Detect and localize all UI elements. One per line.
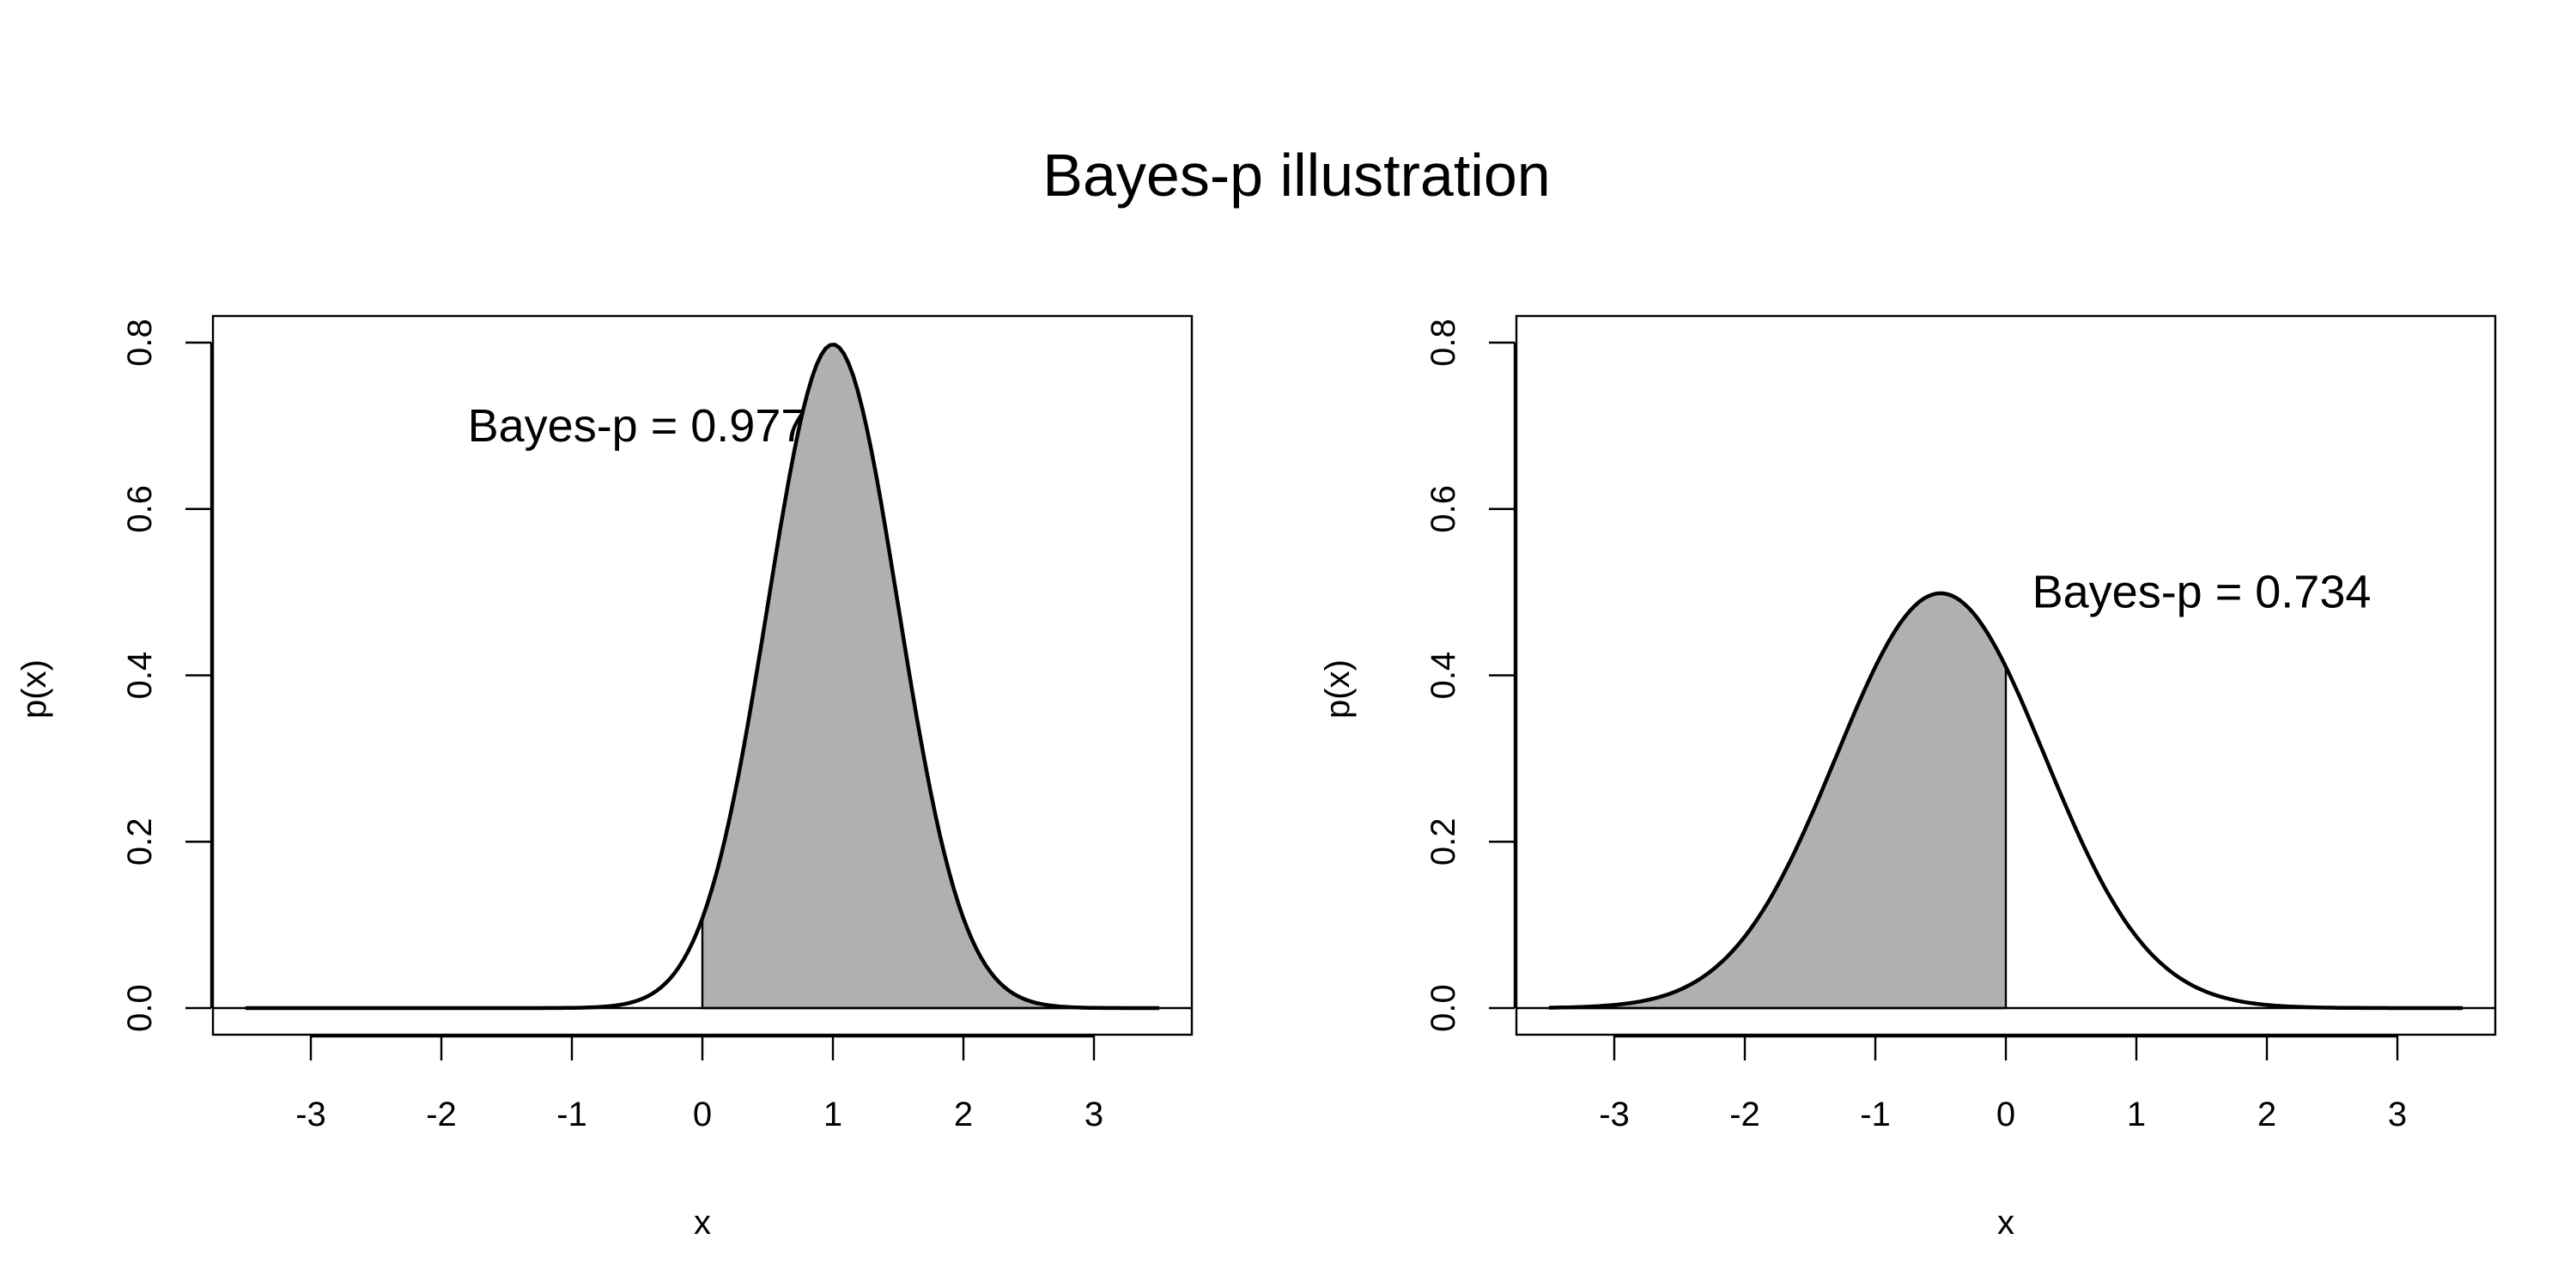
x-tick-label: 2 xyxy=(2257,1096,2276,1133)
x-tick-label: 2 xyxy=(954,1096,973,1133)
x-tick-label: -1 xyxy=(1860,1096,1891,1133)
y-tick-label: 0.6 xyxy=(1425,485,1462,533)
x-tick-label: -1 xyxy=(556,1096,587,1133)
x-tick-label: -2 xyxy=(426,1096,457,1133)
y-tick-label: 0.8 xyxy=(1425,319,1462,367)
y-tick-label: 0.2 xyxy=(1425,817,1462,866)
y-tick-label: 0.2 xyxy=(121,817,159,866)
figure-title: Bayes-p illustration xyxy=(1042,142,1550,209)
x-tick-label: -2 xyxy=(1729,1096,1760,1133)
x-tick-label: 3 xyxy=(2388,1096,2407,1133)
left-plot-panel: -3 -2 -1 0 1 2 3 x 0.0 0.2 0.4 0.6 0.8 p(x) Bayes-p = … xyxy=(15,314,1194,1242)
x-tick-label: 0 xyxy=(693,1096,712,1133)
y-tick-label: 0.4 xyxy=(1425,652,1462,700)
x-tick-label: 0 xyxy=(1996,1096,2015,1133)
y-tick-label: 0.0 xyxy=(1425,984,1462,1032)
y-tick-label: 0.4 xyxy=(121,652,159,700)
bayes-p-annotation: Bayes-p = 0.977 xyxy=(468,400,807,452)
density-curve xyxy=(1548,591,2463,1011)
x-tick-label: -3 xyxy=(295,1096,326,1133)
y-axis-title: p(x) xyxy=(15,659,53,719)
y-axis-title: p(x) xyxy=(1319,659,1357,719)
x-axis-title: x xyxy=(694,1204,711,1242)
y-tick-label: 0.8 xyxy=(121,319,159,367)
y-tick-label: 0.0 xyxy=(121,984,159,1032)
x-axis-title: x xyxy=(1997,1204,2014,1242)
x-tick-label: -3 xyxy=(1599,1096,1630,1133)
x-tick-label: 1 xyxy=(823,1096,842,1133)
shaded-area xyxy=(1547,592,2008,1010)
bayes-p-annotation: Bayes-p = 0.734 xyxy=(2032,567,2372,618)
x-tick-label: 3 xyxy=(1084,1096,1103,1133)
density-curve xyxy=(246,343,1159,1011)
y-tick-label: 0.6 xyxy=(121,485,159,533)
right-plot-panel: -3 -2 -1 0 1 2 3 x 0.0 0.2 0.4 0.6 0.8 p(x) Bayes-p = … xyxy=(1319,314,2497,1242)
x-tick-label: 1 xyxy=(2127,1096,2146,1133)
